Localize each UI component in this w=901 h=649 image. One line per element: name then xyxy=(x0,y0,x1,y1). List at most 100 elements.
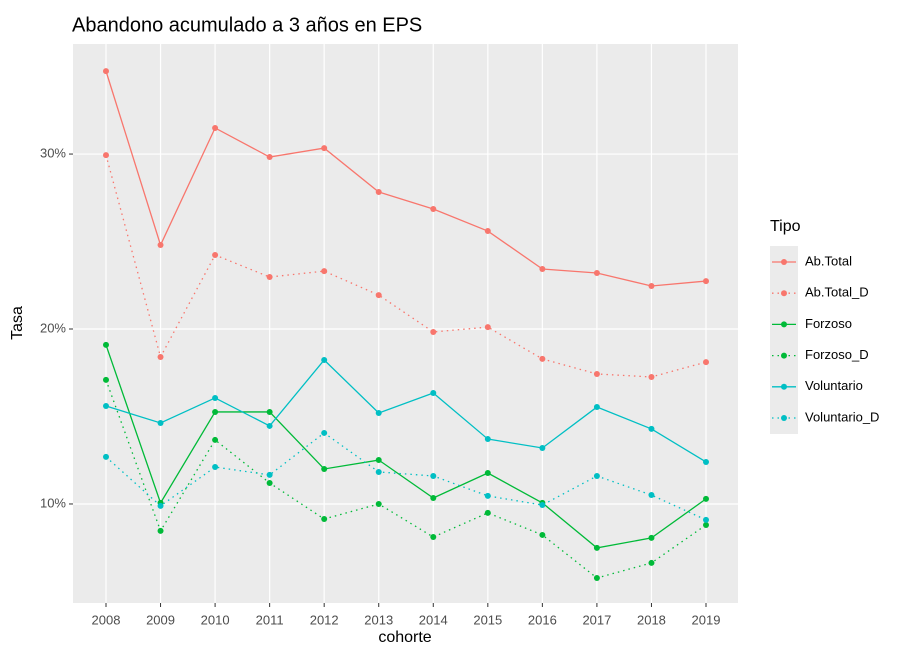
data-point xyxy=(703,359,709,366)
x-tick-label: 2008 xyxy=(92,612,121,627)
x-tick-label: 2011 xyxy=(256,612,284,627)
data-point xyxy=(593,370,600,377)
series-line xyxy=(105,344,707,549)
x-tick-label: 2017 xyxy=(582,612,611,627)
data-point xyxy=(375,292,382,299)
legend-key-point xyxy=(781,383,787,390)
data-point xyxy=(430,472,437,479)
data-point xyxy=(266,479,273,486)
data-point xyxy=(648,425,655,432)
data-point xyxy=(321,429,328,436)
data-point xyxy=(539,444,546,451)
data-point xyxy=(375,189,382,196)
data-point xyxy=(157,354,164,361)
data-point xyxy=(157,502,164,509)
data-point xyxy=(430,534,437,541)
series-line xyxy=(105,379,707,579)
panel xyxy=(73,44,738,603)
data-point xyxy=(430,495,437,502)
legend-label: Forzoso xyxy=(805,316,852,331)
chart-title: Abandono acumulado a 3 años en EPS xyxy=(72,14,422,36)
data-point xyxy=(593,270,600,277)
legend-label: Ab.Total xyxy=(805,253,852,268)
series-line xyxy=(105,70,707,287)
legend-key-point xyxy=(781,415,787,421)
data-point xyxy=(212,124,219,131)
data-point xyxy=(103,341,109,348)
series-line xyxy=(105,359,707,463)
data-point xyxy=(484,228,491,235)
data-point xyxy=(430,390,437,397)
data-point xyxy=(593,544,600,551)
data-point xyxy=(703,278,709,285)
x-tick-label: 2013 xyxy=(364,612,393,627)
data-point xyxy=(375,500,382,507)
data-point xyxy=(212,252,219,259)
data-point xyxy=(539,355,546,362)
y-axis-title: Tasa xyxy=(9,306,26,340)
data-point xyxy=(484,436,491,443)
data-point xyxy=(539,531,546,538)
legend-key-point xyxy=(781,321,787,328)
data-point xyxy=(484,492,491,499)
x-tick-label: 2012 xyxy=(310,612,339,627)
data-point xyxy=(212,394,219,401)
data-point xyxy=(593,404,600,411)
x-tick-label: 2009 xyxy=(146,612,175,627)
legend-label: Voluntario xyxy=(805,378,863,393)
data-point xyxy=(648,559,655,566)
data-point xyxy=(703,521,709,528)
data-point xyxy=(321,145,328,152)
data-point xyxy=(212,464,219,471)
data-point xyxy=(539,502,546,509)
data-point xyxy=(321,356,328,363)
data-point xyxy=(212,436,219,443)
x-tick-label: 2014 xyxy=(419,612,448,627)
data-point xyxy=(103,402,109,409)
data-point xyxy=(539,265,546,272)
data-point xyxy=(648,282,655,289)
data-point xyxy=(266,422,273,429)
x-tick-label: 2018 xyxy=(637,612,666,627)
data-point xyxy=(484,324,491,331)
series-line xyxy=(105,432,707,521)
legend-key-point xyxy=(781,259,787,265)
data-point xyxy=(266,274,273,281)
data-point xyxy=(484,509,491,516)
data-point xyxy=(266,154,273,161)
data-point xyxy=(266,408,273,415)
data-point xyxy=(375,457,382,464)
data-point xyxy=(212,408,219,415)
x-axis-title: cohorte xyxy=(378,629,431,646)
legend-label: Voluntario_D xyxy=(805,409,879,424)
x-tick-label: 2010 xyxy=(201,612,230,627)
data-point xyxy=(321,516,328,523)
data-point xyxy=(103,453,109,460)
data-point xyxy=(648,534,655,541)
y-tick-label: 20% xyxy=(40,320,66,335)
data-point xyxy=(103,68,109,75)
y-tick-label: 30% xyxy=(40,145,66,160)
data-point xyxy=(157,419,164,426)
data-point xyxy=(375,409,382,416)
legend-title: Tipo xyxy=(770,218,801,235)
legend-key-point xyxy=(781,352,787,359)
data-point xyxy=(593,472,600,479)
data-point xyxy=(103,376,109,383)
data-point xyxy=(103,152,109,159)
data-point xyxy=(157,242,164,249)
data-point xyxy=(266,471,273,478)
data-point xyxy=(430,205,437,212)
legend-label: Forzoso_D xyxy=(805,347,869,362)
legend-key-bg xyxy=(770,246,798,434)
x-tick-label: 2019 xyxy=(692,612,721,627)
data-point xyxy=(430,328,437,335)
data-point xyxy=(703,516,709,523)
data-point xyxy=(703,458,709,465)
x-tick-label: 2016 xyxy=(528,612,557,627)
legend-label: Ab.Total_D xyxy=(805,285,869,300)
data-point xyxy=(321,465,328,472)
data-point xyxy=(648,373,655,380)
data-point xyxy=(375,468,382,475)
